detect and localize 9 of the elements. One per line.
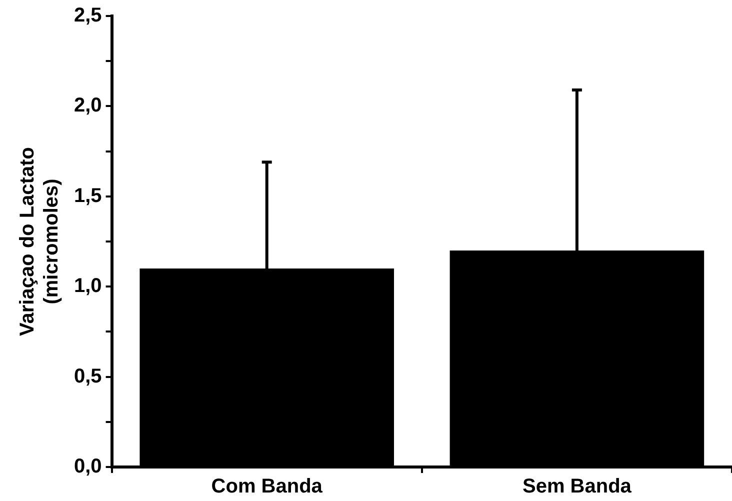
y-axis-title: Variaçao do Lactato (micromoles) [16, 147, 63, 336]
y-tick-label: 0,0 [74, 456, 102, 478]
x-tick-label: Sem Banda [522, 476, 632, 498]
y-tick-label: 1,5 [74, 184, 102, 207]
y-tick-label: 0,5 [74, 365, 102, 388]
y-tick-label: 2,5 [74, 4, 102, 27]
y-tick-label: 2,0 [74, 94, 102, 117]
x-tick-label: Com Banda [211, 476, 324, 498]
y-tick-label: 1,0 [74, 275, 102, 298]
